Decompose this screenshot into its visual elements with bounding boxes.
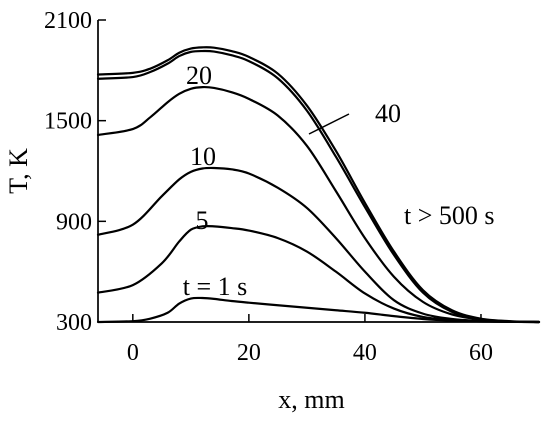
x-axis-title: x, mm bbox=[278, 385, 344, 414]
x-tick-label: 20 bbox=[237, 340, 261, 366]
y-axis-title: T, K bbox=[4, 148, 33, 194]
x-tick-label: 0 bbox=[127, 340, 139, 366]
series-line bbox=[96, 49, 541, 324]
curve-label-t20: 20 bbox=[186, 61, 212, 90]
series-line bbox=[96, 46, 541, 324]
x-tick-label: 40 bbox=[353, 340, 377, 366]
plot-area bbox=[96, 46, 541, 324]
curve-label-t500: t > 500 s bbox=[404, 201, 495, 230]
series-line bbox=[96, 224, 541, 324]
y-tick-label: 2100 bbox=[44, 8, 92, 34]
curve-label-t10: 10 bbox=[190, 142, 216, 171]
y-tick-label: 300 bbox=[56, 310, 92, 336]
x-tick-label: 60 bbox=[469, 340, 493, 366]
curve-label-t1: t = 1 s bbox=[183, 272, 248, 301]
curve-label-t5: 5 bbox=[196, 206, 209, 235]
y-tick-label: 1500 bbox=[44, 109, 92, 135]
label-leader-line bbox=[308, 113, 350, 135]
labels: x, mm T, K 20 10 5 t = 1 s 40 t > 500 s bbox=[4, 61, 495, 414]
curve-label-t40: 40 bbox=[375, 99, 401, 128]
series-line bbox=[96, 85, 541, 324]
axes: 300 900 1500 2100 0 20 40 60 bbox=[44, 8, 539, 366]
y-tick-label: 900 bbox=[56, 209, 92, 235]
series-line bbox=[96, 166, 541, 324]
